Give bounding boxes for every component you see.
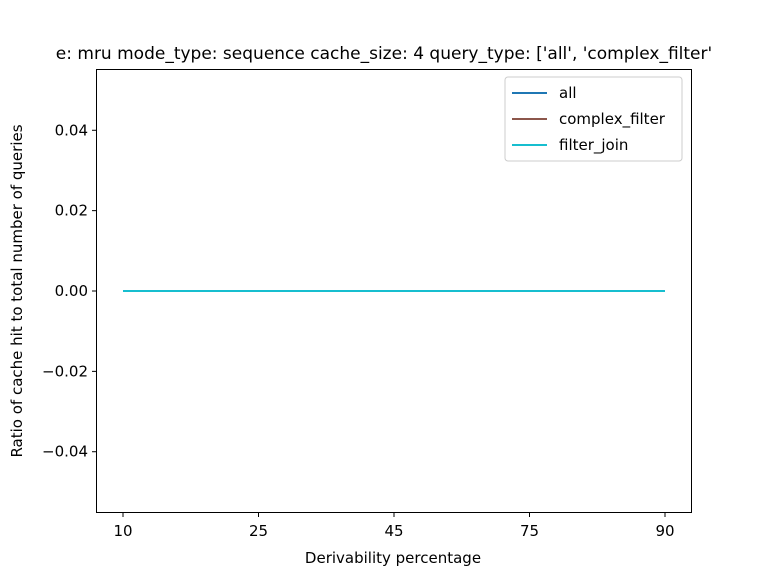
legend-label: all: [559, 84, 577, 102]
legend-label: filter_join: [559, 136, 628, 155]
x-tick-label: 10: [113, 522, 132, 540]
x-axis-label: Derivability percentage: [305, 549, 481, 567]
x-tick-label: 45: [384, 522, 403, 540]
legend: all complex_filter filter_join: [504, 76, 683, 162]
x-tick-label: 75: [520, 522, 539, 540]
y-axis-label: Ratio of cache hit to total number of qu…: [8, 124, 26, 457]
x-tick-label: 90: [655, 522, 674, 540]
x-tick-label: 25: [249, 522, 268, 540]
y-tick-label: 0.00: [55, 282, 88, 300]
y-tick-label: −0.04: [42, 443, 88, 461]
chart-title: e: mru mode_type: sequence cache_size: 4…: [56, 44, 712, 64]
legend-label: complex_filter: [559, 110, 666, 129]
y-tick-label: 0.02: [55, 202, 88, 220]
y-axis: 0.04 0.02 0.00 −0.02 −0.04: [42, 121, 97, 461]
y-tick-label: −0.02: [42, 362, 88, 380]
legend-box: [504, 76, 683, 162]
x-axis: 10 25 45 75 90: [113, 512, 675, 540]
y-tick-label: 0.04: [55, 121, 88, 139]
